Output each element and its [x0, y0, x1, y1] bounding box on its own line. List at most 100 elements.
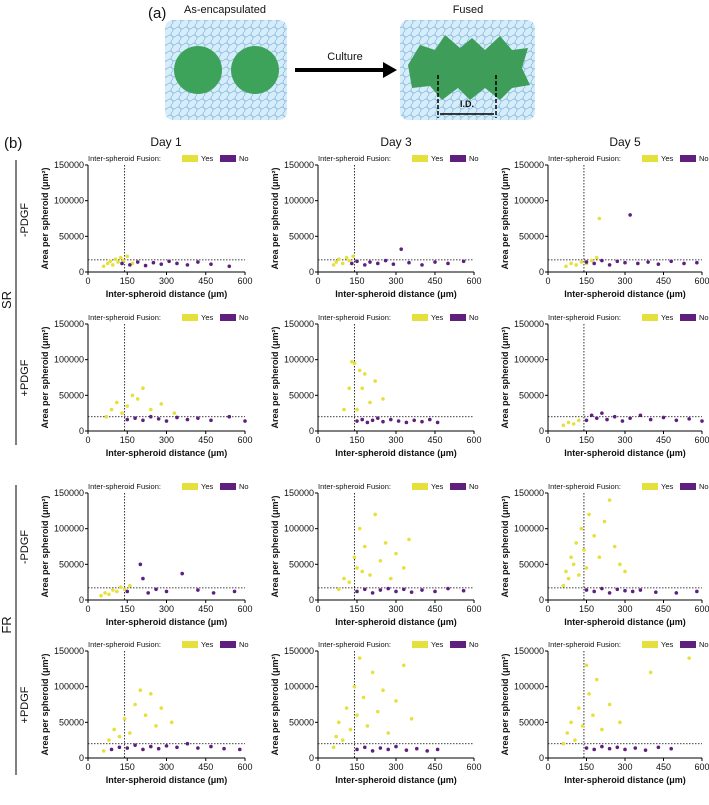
data-point: [101, 264, 106, 269]
data-point: [402, 587, 406, 592]
data-point: [643, 748, 648, 752]
data-point: [594, 416, 599, 420]
data-point: [196, 260, 200, 264]
y-tick-label: 50000: [59, 390, 84, 400]
data-point: [355, 259, 359, 264]
legend-label: Yes: [201, 640, 213, 649]
x-tick-label: 450: [656, 762, 671, 772]
y-tick-label: 50000: [59, 559, 84, 569]
data-point: [630, 589, 635, 594]
data-point: [125, 589, 130, 594]
data-point: [656, 262, 661, 266]
y-tick-label: 50000: [59, 231, 84, 241]
data-point: [159, 402, 164, 406]
data-point: [636, 261, 640, 266]
row-label: +PDGF: [19, 686, 31, 723]
data-point: [669, 259, 673, 264]
row-label: -PDGF: [19, 530, 31, 565]
data-point: [133, 743, 137, 747]
data-point: [584, 260, 589, 264]
data-point: [378, 558, 383, 563]
y-tick-label: 100000: [54, 355, 84, 365]
x-tick-label: 450: [198, 604, 213, 614]
data-point: [594, 255, 599, 260]
x-tick-label: 300: [388, 435, 403, 445]
x-axis-title: Inter-spheroid distance (μm): [564, 289, 686, 299]
y-tick-label: 0: [539, 753, 544, 763]
data-point: [399, 247, 404, 251]
data-point: [566, 420, 571, 425]
x-tick-label: 0: [315, 604, 320, 614]
data-point: [623, 260, 627, 265]
data-point: [107, 592, 111, 597]
data-point: [108, 259, 113, 264]
x-tick-label: 600: [694, 276, 709, 286]
data-point: [243, 419, 247, 423]
data-point: [404, 748, 409, 752]
data-point: [587, 692, 591, 696]
data-point: [337, 257, 341, 261]
legend-label: No: [239, 154, 249, 163]
x-tick-label: 300: [159, 435, 174, 445]
arrow-head: [383, 62, 397, 78]
x-axis-title: Inter-spheroid distance (μm): [335, 448, 457, 458]
data-point: [396, 419, 401, 423]
data-point: [365, 724, 370, 728]
data-point: [111, 588, 115, 592]
legend-title: Inter-spheroid Fusion:: [88, 313, 161, 322]
panel-label: (a): [148, 5, 166, 22]
data-point: [674, 418, 679, 423]
data-point: [638, 588, 643, 592]
column-header: Day 1: [150, 135, 182, 149]
data-point: [682, 261, 686, 266]
y-tick-label: 150000: [54, 646, 84, 656]
x-tick-label: 600: [466, 604, 481, 614]
data-point: [389, 576, 393, 581]
data-point: [695, 260, 699, 265]
data-point: [118, 585, 123, 589]
legend-label: Yes: [661, 154, 673, 163]
arrow-label: Culture: [327, 51, 362, 63]
data-point: [151, 260, 156, 265]
data-point: [409, 590, 414, 594]
legend-label: No: [239, 313, 249, 322]
x-tick-label: 0: [545, 276, 550, 286]
data-point: [185, 417, 190, 422]
legend-title: Inter-spheroid Fusion:: [318, 482, 391, 491]
data-point: [175, 261, 179, 266]
data-point: [433, 589, 437, 594]
data-point: [564, 264, 568, 269]
data-point: [138, 562, 143, 567]
right-title: Fused: [453, 4, 484, 16]
panel-b-labels: (b) Day 1 Day 3 Day 5 SR FR -PDGF +PDGF …: [0, 135, 641, 775]
data-point: [357, 368, 362, 373]
data-point: [687, 656, 691, 660]
x-tick-label: 600: [237, 435, 252, 445]
data-point: [355, 747, 359, 752]
data-point: [594, 677, 599, 682]
data-point: [373, 512, 378, 517]
data-point: [394, 551, 398, 556]
data-point: [355, 407, 359, 412]
y-tick-label: 0: [79, 426, 84, 436]
legend-swatch: [680, 155, 696, 162]
y-tick-label: 100000: [514, 524, 544, 534]
data-point: [420, 263, 424, 267]
y-tick-label: 0: [309, 267, 314, 277]
x-tick-label: 150: [349, 762, 364, 772]
data-point: [674, 591, 679, 595]
y-axis-title: Area per spheroid (μm²): [500, 326, 510, 428]
legend-label: No: [469, 154, 479, 163]
data-point: [331, 745, 336, 750]
y-tick-label: 100000: [284, 682, 314, 692]
data-point: [363, 544, 367, 549]
x-tick-label: 0: [545, 435, 550, 445]
legend-label: No: [469, 313, 479, 322]
data-point: [415, 746, 419, 751]
data-point: [103, 591, 107, 595]
x-tick-label: 600: [237, 276, 252, 286]
data-point: [337, 587, 341, 592]
panel-label: (b): [4, 135, 22, 152]
data-point: [146, 591, 150, 595]
